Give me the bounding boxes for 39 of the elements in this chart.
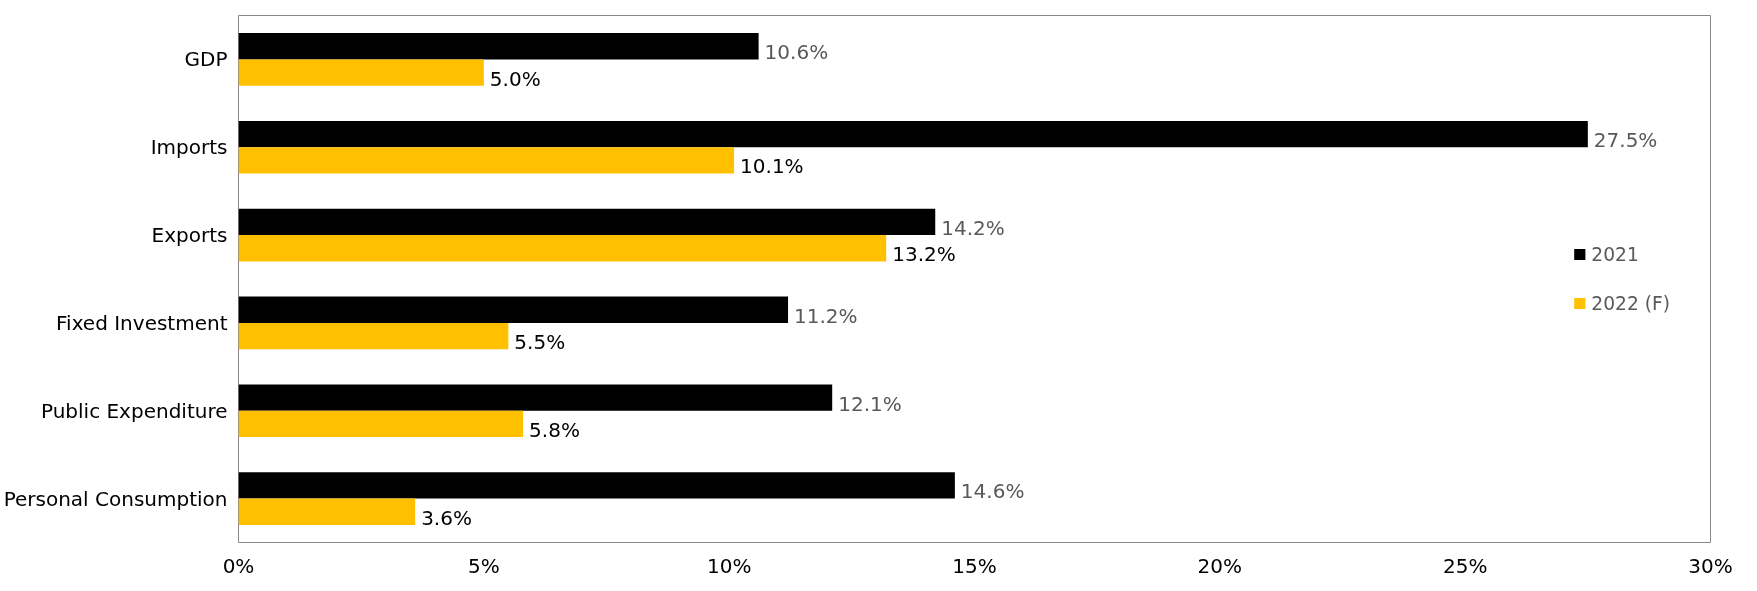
x-tick-label: 10% bbox=[706, 553, 752, 578]
x-tick-label: 0% bbox=[222, 553, 255, 578]
data-label: 10.1% bbox=[740, 154, 804, 179]
x-tick-label: 15% bbox=[952, 553, 997, 578]
data-label: 14.2% bbox=[941, 215, 1005, 240]
y-tick-label: Imports bbox=[150, 135, 228, 160]
data-label: 5.8% bbox=[529, 417, 580, 442]
data-label: 3.6% bbox=[421, 505, 472, 530]
data-label: 11.2% bbox=[794, 303, 858, 328]
data-label: 10.6% bbox=[764, 40, 829, 65]
bar bbox=[238, 33, 759, 60]
legend-label: 2022 (F) bbox=[1591, 292, 1670, 314]
bar bbox=[238, 208, 936, 236]
bar bbox=[238, 498, 416, 525]
x-tick-label: 30% bbox=[1688, 553, 1733, 578]
bar bbox=[238, 296, 789, 323]
data-label: 14.6% bbox=[960, 479, 1025, 504]
y-tick-label: Exports bbox=[151, 223, 228, 248]
y-tick-label: Personal Consumption bbox=[3, 486, 228, 511]
y-tick-label: GDP bbox=[184, 47, 228, 72]
x-tick-label: 25% bbox=[1442, 553, 1488, 578]
x-tick-label: 20% bbox=[1197, 553, 1243, 578]
data-label: 5.0% bbox=[489, 66, 541, 91]
y-tick-label: Fixed Investment bbox=[56, 310, 228, 335]
bar bbox=[238, 147, 735, 174]
x-tick-label: 5% bbox=[467, 553, 500, 578]
data-label: 5.5% bbox=[514, 330, 566, 355]
bar bbox=[238, 384, 833, 411]
y-tick-label: Public Expenditure bbox=[40, 398, 228, 423]
bar bbox=[238, 472, 955, 499]
bar bbox=[238, 322, 509, 350]
data-label: 13.2% bbox=[892, 242, 956, 267]
bar bbox=[238, 59, 484, 86]
bar bbox=[238, 235, 887, 262]
legend-label: 2021 bbox=[1591, 243, 1639, 265]
data-label: 12.1% bbox=[838, 391, 902, 416]
data-label: 27.5% bbox=[1593, 128, 1658, 153]
bar bbox=[238, 410, 524, 438]
bar bbox=[238, 120, 1588, 148]
